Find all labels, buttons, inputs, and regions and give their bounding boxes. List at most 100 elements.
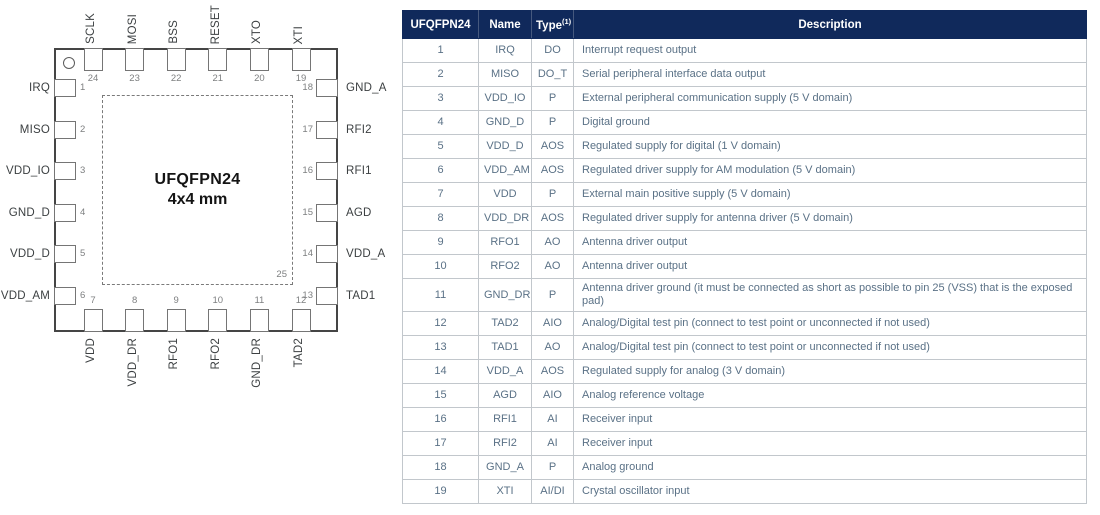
cell-pin: 1 — [402, 38, 479, 63]
table-row: 15 AGD AIO Analog reference voltage — [402, 383, 1087, 408]
table-row: 17 RFI2 AI Receiver input — [402, 431, 1087, 456]
cell-name: VDD_IO — [478, 86, 532, 111]
cell-name: RFO2 — [478, 254, 532, 279]
cell-pin: 10 — [402, 254, 479, 279]
cell-type: P — [531, 182, 574, 207]
cell-name: VDD_D — [478, 134, 532, 159]
cell-description: External peripheral communication supply… — [573, 86, 1087, 111]
pin-label: RESET — [209, 4, 222, 44]
column-header-type: Type(1) — [531, 10, 574, 39]
cell-pin: 14 — [402, 359, 479, 384]
cell-description: Analog/Digital test pin (connect to test… — [573, 335, 1087, 360]
cell-name: VDD_A — [478, 359, 532, 384]
pin-pad — [316, 203, 338, 222]
pin-label: RFO2 — [209, 338, 222, 370]
pin-label: TAD1 — [346, 290, 376, 302]
pin-label: RFI1 — [346, 165, 372, 178]
pin-number: 11 — [254, 295, 265, 306]
cell-name: IRQ — [478, 38, 532, 63]
pin-number: 16 — [302, 165, 313, 177]
cell-type: AI — [531, 407, 574, 432]
exposed-pad-outline: UFQFPN24 4x4 mm 25 — [102, 95, 293, 285]
cell-pin: 6 — [402, 158, 479, 183]
table-row: 4 GND_D P Digital ground — [402, 110, 1087, 135]
pin-pad — [166, 309, 186, 332]
cell-description: Antenna driver output — [573, 230, 1087, 255]
pin-label: VDD_D — [10, 248, 50, 261]
cell-pin: 11 — [402, 278, 479, 312]
cell-type: AO — [531, 254, 574, 279]
chip-diagram: UFQFPN24 4x4 mm 25 24 SCLK 23 MOSI 22 BSS 21 RE… — [0, 0, 400, 515]
cell-pin: 9 — [402, 230, 479, 255]
cell-name: GND_A — [478, 455, 532, 480]
pin-pad — [54, 287, 76, 305]
cell-pin: 18 — [402, 455, 479, 480]
pin-table-body: 1 IRQ DO Interrupt request output 2 MISO DO_T S… — [402, 38, 1087, 504]
pin-pad — [316, 120, 338, 139]
cell-type: P — [531, 110, 574, 135]
pin-number: 14 — [302, 248, 313, 260]
column-header-description: Description — [573, 10, 1087, 39]
pin-pad — [54, 245, 76, 264]
cell-name: RFI2 — [478, 431, 532, 456]
table-row: 10 RFO2 AO Antenna driver output — [402, 254, 1087, 279]
pin-pad — [208, 309, 228, 332]
cell-description: Antenna driver output — [573, 254, 1087, 279]
pin-number: 1 — [80, 82, 86, 93]
pin-pad — [125, 48, 145, 71]
cell-type: AO — [531, 230, 574, 255]
pin-number: 22 — [170, 73, 182, 84]
pin-number: 23 — [129, 73, 140, 84]
pin-pad — [125, 309, 145, 332]
table-row: 2 MISO DO_T Serial peripheral interface dat… — [402, 62, 1087, 87]
cell-type: AOS — [531, 134, 574, 159]
pin-label: VDD_IO — [5, 165, 50, 178]
pin-pad — [54, 162, 76, 181]
table-row: 13 TAD1 AO Analog/Digital test pin (connect… — [402, 335, 1087, 360]
pin-label: GND_DR — [251, 338, 264, 388]
pin-pad — [316, 162, 338, 181]
pin-number: 8 — [131, 295, 138, 306]
cell-pin: 17 — [402, 431, 479, 456]
cell-pin: 5 — [402, 134, 479, 159]
table-row: 6 VDD_AM AOS Regulated driver supply for AM… — [402, 158, 1087, 183]
cell-name: MISO — [478, 62, 532, 87]
type-header-text: Type — [536, 19, 562, 32]
cell-type: AI/DI — [531, 479, 574, 504]
pin-number: 10 — [212, 295, 224, 306]
table-row: 3 VDD_IO P External peripheral communicatio… — [402, 86, 1087, 111]
cell-type: AIO — [531, 383, 574, 408]
cell-type: AOS — [531, 206, 574, 231]
pin-number: 9 — [173, 295, 179, 306]
cell-description: Receiver input — [573, 431, 1087, 456]
pin-pad — [249, 48, 269, 71]
pin-label: AGD — [346, 206, 372, 219]
pin-label: VDD — [85, 338, 97, 363]
cell-type: DO — [531, 38, 574, 63]
pin-number: 17 — [302, 123, 313, 135]
table-row: 19 XTI AI/DI Crystal oscillator input — [402, 479, 1087, 504]
pin-number: 21 — [212, 73, 224, 84]
cell-type: AIO — [531, 311, 574, 336]
pin-number: 5 — [80, 248, 86, 260]
pin-number: 2 — [80, 123, 86, 135]
cell-type: AOS — [531, 158, 574, 183]
table-row: 5 VDD_D AOS Regulated supply for digital (1… — [402, 134, 1087, 159]
cell-type: AO — [531, 335, 574, 360]
pin-pad — [54, 120, 76, 139]
pin-number: 20 — [254, 73, 265, 84]
cell-description: Analog/Digital test pin (connect to test… — [573, 311, 1087, 336]
pin-number: 19 — [295, 73, 307, 84]
pin-label: VDD_A — [346, 248, 386, 261]
pin1-indicator-icon — [63, 57, 75, 69]
pin-label: MISO — [19, 123, 50, 136]
cell-description: Interrupt request output — [573, 38, 1087, 63]
pin-label: GND_D — [8, 206, 50, 219]
cell-name: VDD_AM — [478, 158, 532, 183]
pin-table-header: UFQFPN24 Name Type(1) Description — [402, 10, 1087, 39]
pin-pad — [166, 48, 186, 71]
pin-label: XTO — [251, 19, 264, 44]
pin-pad — [316, 287, 338, 305]
cell-name: TAD1 — [478, 335, 532, 360]
cell-description: Receiver input — [573, 407, 1087, 432]
